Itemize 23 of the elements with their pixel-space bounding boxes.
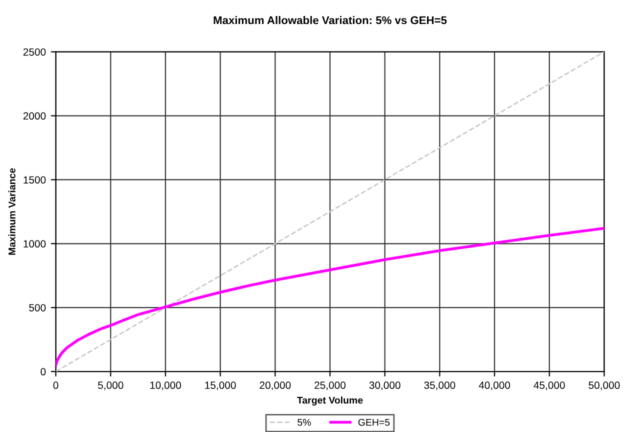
y-tick-label: 1500 — [24, 176, 46, 184]
line-series — [56, 226, 604, 367]
x-tick-label: 5,000 — [98, 382, 124, 390]
y-tick-label: 1000 — [24, 240, 46, 248]
x-tick-label: 30,000 — [369, 382, 400, 390]
y-tick-label: 500 — [29, 304, 46, 312]
legend-label: 5% — [298, 418, 311, 426]
y-axis-title: Maximum Variance — [8, 168, 16, 255]
legend-label: GEH=5 — [358, 418, 390, 426]
x-tick-label: 20,000 — [260, 382, 291, 390]
y-tick-label: 2000 — [23, 112, 46, 120]
x-tick-label: 50,000 — [588, 382, 620, 390]
x-axis-title: Target Volume — [297, 396, 363, 406]
x-tick-label: 40,000 — [478, 382, 510, 390]
y-tick-label: 0 — [40, 368, 46, 376]
y-tick-label: 2500 — [23, 48, 46, 56]
x-tick-label: 15,000 — [205, 382, 236, 390]
chart-title: Maximum Allowable Variation: 5% vs GEH=5 — [214, 16, 447, 24]
x-tick-label: 10,000 — [150, 382, 181, 390]
x-tick-label: 25,000 — [314, 382, 346, 390]
x-tick-label: 35,000 — [424, 382, 456, 390]
x-tick-label: 45,000 — [534, 382, 565, 390]
x-tick-label: 0 — [53, 382, 58, 389]
